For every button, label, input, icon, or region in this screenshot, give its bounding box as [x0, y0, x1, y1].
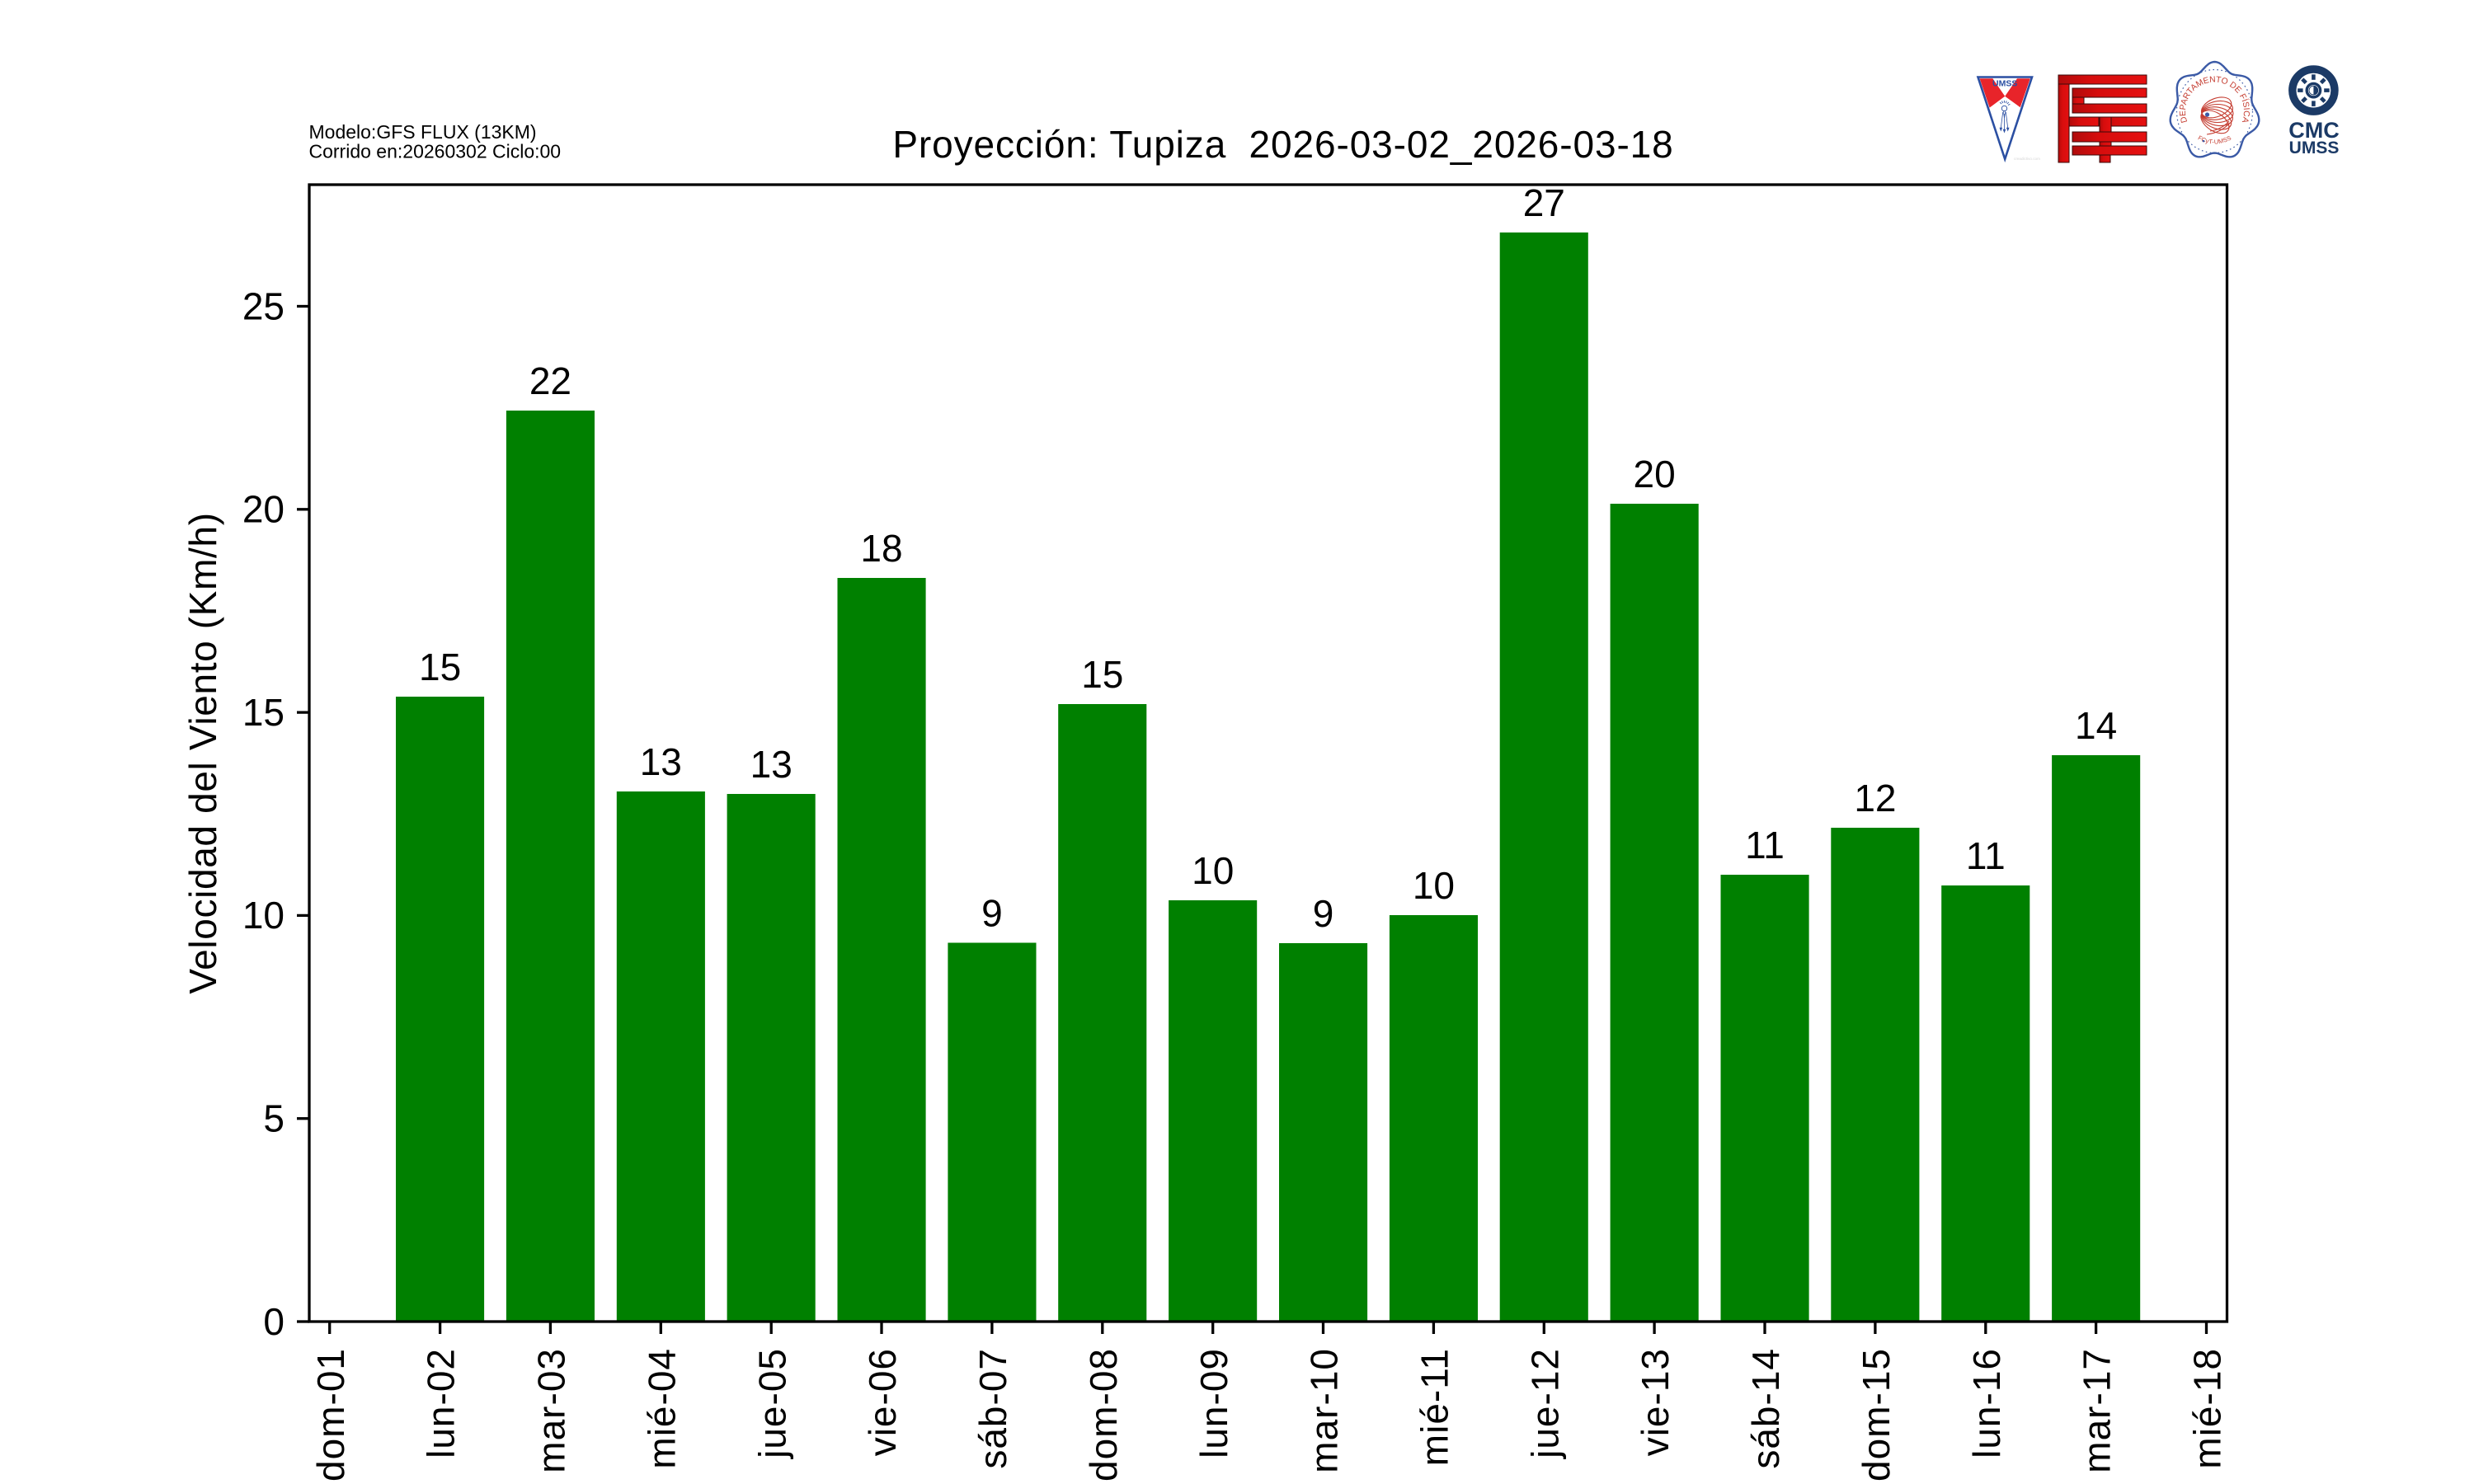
- svg-text:11: 11: [1745, 824, 1785, 866]
- svg-text:9: 9: [981, 892, 1003, 935]
- svg-text:15: 15: [419, 646, 461, 688]
- svg-text:9: 9: [1313, 892, 1334, 935]
- svg-text:mar-17: mar-17: [2076, 1348, 2119, 1473]
- svg-text:Modelo:GFS FLUX (13KM): Modelo:GFS FLUX (13KM): [309, 121, 537, 143]
- svg-text:20: 20: [1634, 453, 1676, 495]
- svg-text:vie-13: vie-13: [1634, 1348, 1677, 1456]
- svg-text:12: 12: [1854, 777, 1896, 819]
- svg-text:20: 20: [242, 488, 285, 531]
- svg-text:dom-15: dom-15: [1855, 1348, 1898, 1482]
- svg-text:5: 5: [263, 1097, 285, 1140]
- svg-text:vie-06: vie-06: [861, 1348, 904, 1456]
- svg-text:creadictivo.com: creadictivo.com: [2014, 157, 2040, 161]
- svg-text:lun-09: lun-09: [1192, 1348, 1235, 1458]
- svg-text:FCyT-UMSS: FCyT-UMSS: [2197, 134, 2232, 146]
- svg-text:25: 25: [242, 284, 285, 327]
- svg-text:0: 0: [263, 1300, 285, 1343]
- svg-text:sáb-14: sáb-14: [1744, 1348, 1787, 1469]
- svg-text:Velocidad del Viento (Km/h): Velocidad del Viento (Km/h): [181, 512, 224, 993]
- svg-text:mar-10: mar-10: [1303, 1348, 1346, 1473]
- svg-text:18: 18: [860, 527, 902, 570]
- svg-text:14: 14: [2075, 704, 2117, 747]
- svg-text:UMSS: UMSS: [1992, 79, 2017, 89]
- svg-text:10: 10: [1413, 864, 1455, 907]
- svg-text:mié-18: mié-18: [2186, 1348, 2229, 1469]
- svg-text:22: 22: [529, 359, 571, 402]
- svg-text:10: 10: [242, 894, 285, 937]
- svg-text:jue-05: jue-05: [750, 1348, 793, 1460]
- svg-text:sáb-07: sáb-07: [971, 1348, 1014, 1469]
- svg-text:Corrido en:20260302 Ciclo:00: Corrido en:20260302 Ciclo:00: [309, 141, 562, 162]
- svg-text:Proyección: Tupiza 2026-03-02: Proyección: Tupiza 2026-03-02_2026-03-18: [892, 123, 1673, 166]
- svg-text:15: 15: [242, 691, 285, 734]
- svg-text:mié-04: mié-04: [640, 1348, 683, 1469]
- svg-text:10: 10: [1192, 849, 1234, 892]
- svg-text:dom-01: dom-01: [309, 1348, 352, 1482]
- svg-text:UMSS: UMSS: [2289, 139, 2340, 157]
- svg-text:jue-12: jue-12: [1523, 1348, 1566, 1460]
- svg-text:mié-11: mié-11: [1413, 1348, 1456, 1466]
- svg-text:11: 11: [1966, 834, 2006, 877]
- svg-text:dom-08: dom-08: [1082, 1348, 1125, 1482]
- svg-text:CMC: CMC: [2288, 118, 2340, 143]
- svg-text:mar-03: mar-03: [530, 1348, 573, 1473]
- svg-text:13: 13: [640, 740, 682, 783]
- svg-text:15: 15: [1081, 653, 1123, 696]
- svg-text:13: 13: [750, 743, 793, 786]
- svg-text:27: 27: [1523, 181, 1565, 224]
- svg-text:lun-02: lun-02: [420, 1348, 463, 1458]
- svg-text:lun-16: lun-16: [1965, 1348, 2008, 1458]
